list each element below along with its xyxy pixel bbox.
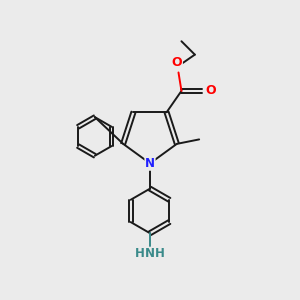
Text: H: H bbox=[135, 248, 145, 260]
Text: N: N bbox=[145, 248, 155, 260]
Text: O: O bbox=[206, 84, 217, 98]
Text: O: O bbox=[172, 56, 182, 69]
Text: H: H bbox=[155, 248, 165, 260]
Text: N: N bbox=[145, 157, 155, 170]
